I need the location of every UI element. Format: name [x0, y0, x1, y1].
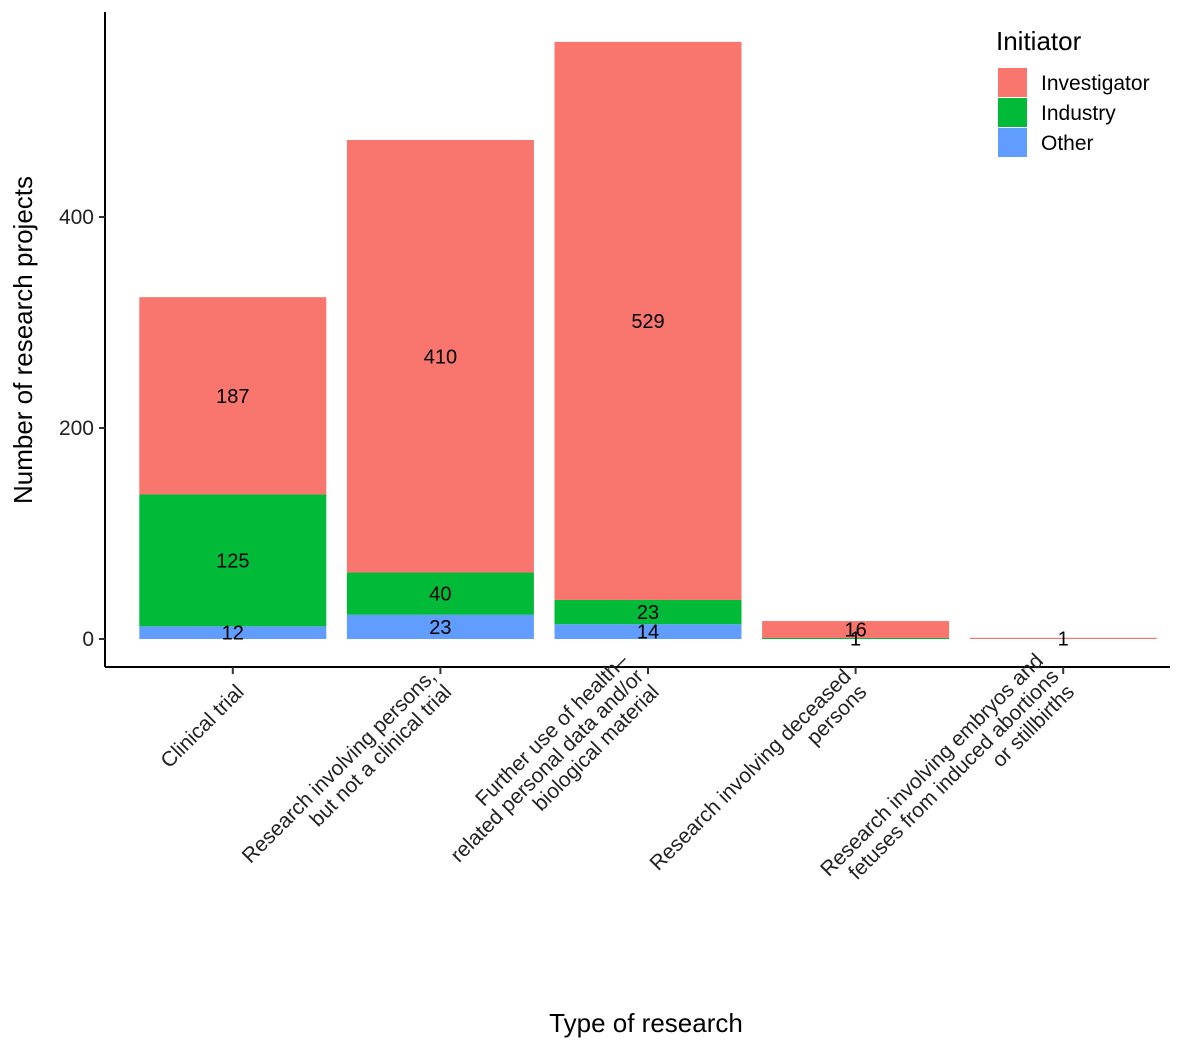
x-tick-label-line: Research involving persons,	[238, 665, 441, 868]
legend-label-industry: Industry	[1041, 102, 1116, 125]
x-tick-label-line: fetuses from induced abortions	[844, 665, 1063, 884]
x-tick-label-0: Clinical trial	[156, 681, 248, 773]
data-label-industry-3: 1	[850, 628, 861, 650]
legend-label-investigator: Investigator	[1041, 72, 1150, 95]
legend-swatch-investigator	[998, 68, 1027, 97]
legend-swatch-other	[998, 128, 1027, 157]
data-label-industry-2: 23	[637, 602, 659, 624]
x-tick-label-1: Research involving persons,but not a cli…	[238, 665, 456, 883]
x-tick-label-line: but not a clinical trial	[305, 681, 456, 832]
bar-segment-industry-3	[762, 637, 950, 639]
data-label-industry-1: 40	[429, 584, 451, 606]
y-axis-title: Number of research projects	[8, 176, 38, 504]
x-axis-title: Type of research	[549, 1008, 743, 1038]
bar-segment-investigator-3	[762, 621, 950, 638]
data-label-investigator-2: 529	[631, 311, 664, 333]
legend: Initiator Investigator Industry Other	[996, 26, 1150, 157]
x-tick-label-line: Clinical trial	[156, 681, 248, 773]
legend-label-other: Other	[1041, 132, 1094, 155]
data-label-other-1: 23	[429, 617, 451, 639]
data-label-other-0: 12	[222, 623, 244, 645]
y-tick-label: 400	[59, 206, 94, 229]
bars-layer	[139, 41, 1157, 639]
data-label-industry-0: 125	[216, 550, 249, 572]
data-label-investigator-3: 16	[844, 620, 866, 642]
bar-segment-other-0	[139, 626, 327, 639]
bar-segment-industry-2	[554, 599, 742, 625]
bar-segment-investigator-4	[969, 637, 1157, 639]
legend-title: Initiator	[996, 26, 1082, 56]
data-label-investigator-1: 410	[424, 346, 457, 368]
bar-segment-investigator-2	[554, 41, 742, 600]
x-tick-label-2: Further use of health–related personal d…	[431, 649, 664, 882]
data-label-other-2: 14	[637, 622, 659, 644]
x-tick-label-line: related personal data and/or	[446, 665, 648, 867]
legend-swatch-industry	[998, 98, 1027, 127]
bar-segment-industry-1	[346, 572, 534, 615]
bar-segment-other-2	[554, 624, 742, 639]
x-tick-label-line: Research involving deceased	[646, 665, 856, 875]
bar-segment-other-1	[346, 614, 534, 639]
bar-segment-investigator-0	[139, 297, 327, 495]
bar-segment-investigator-1	[346, 139, 534, 573]
y-axis: 0 200 400	[59, 12, 106, 667]
y-tick-label: 0	[82, 628, 94, 651]
bar-segment-industry-0	[139, 494, 327, 627]
legend-items: Investigator Industry Other	[998, 68, 1150, 157]
y-tick-label: 200	[59, 417, 94, 440]
data-label-investigator-4: 1	[1058, 628, 1069, 650]
data-label-investigator-0: 187	[216, 386, 249, 408]
